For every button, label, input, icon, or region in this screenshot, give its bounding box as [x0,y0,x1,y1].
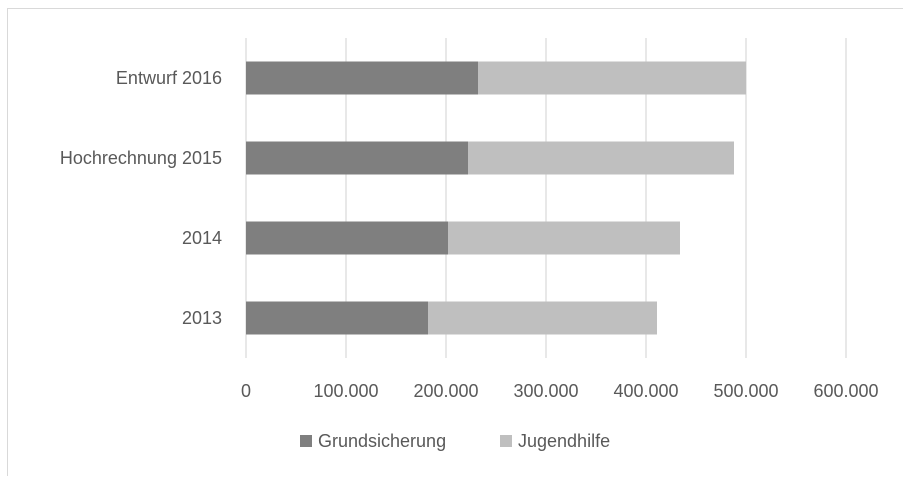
legend-swatch-jugendhilfe [500,435,512,447]
bar-jugendhilfe-1 [448,221,680,255]
bar-grundsicherung-0 [246,301,428,335]
x-tick-label: 600.000 [813,381,878,401]
bar-grundsicherung-2 [246,141,468,175]
x-tick-labels: 0 100.000 200.000 300.000 400.000 500.000 600.… [241,381,879,401]
bar-jugendhilfe-0 [428,301,657,335]
x-tick-label: 300.000 [513,381,578,401]
category-label: 2013 [182,308,222,328]
x-tick-label: 400.000 [613,381,678,401]
category-label: Entwurf 2016 [116,68,222,88]
x-tick-label: 100.000 [313,381,378,401]
category-labels: 2013 2014 Hochrechnung 2015 Entwurf 2016 [60,68,222,328]
bar-jugendhilfe-3 [478,61,746,95]
x-tick-label: 0 [241,381,251,401]
bar-jugendhilfe-2 [468,141,734,175]
x-tick-label: 500.000 [713,381,778,401]
bars [246,61,746,335]
bar-grundsicherung-1 [246,221,448,255]
bar-grundsicherung-3 [246,61,478,95]
legend-label-jugendhilfe: Jugendhilfe [518,431,610,451]
x-tick-label: 200.000 [413,381,478,401]
category-label: Hochrechnung 2015 [60,148,222,168]
legend: Grundsicherung Jugendhilfe [300,431,610,451]
legend-swatch-grundsicherung [300,435,312,447]
category-label: 2014 [182,228,222,248]
legend-label-grundsicherung: Grundsicherung [318,431,446,451]
